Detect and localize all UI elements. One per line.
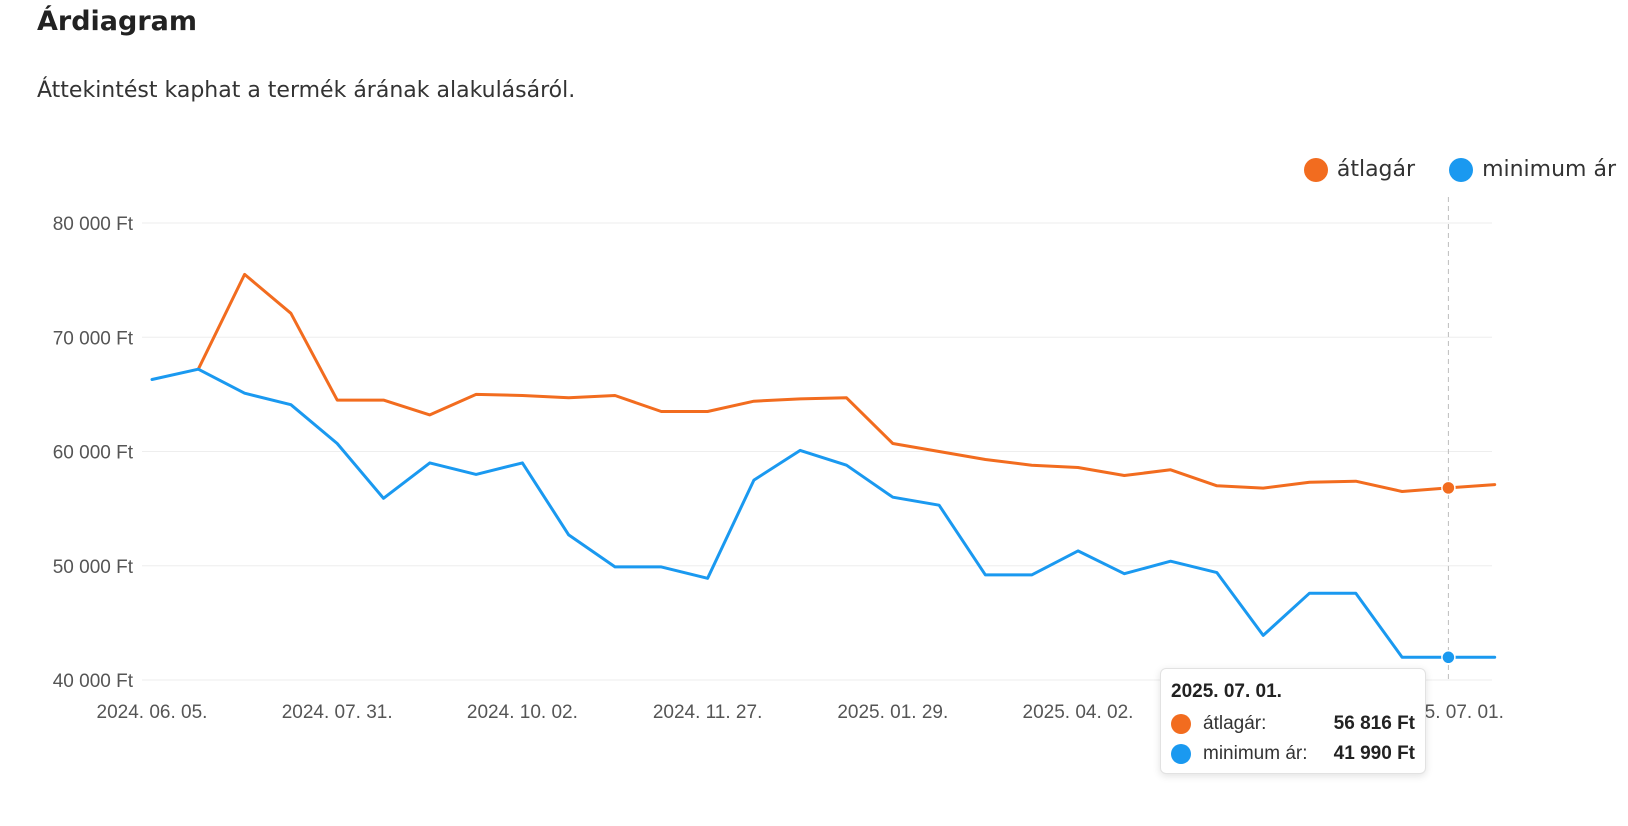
tooltip-dot-minimum-ar <box>1171 744 1191 764</box>
y-axis-ticks: 80 000 Ft 70 000 Ft 60 000 Ft 50 000 Ft 40 0… <box>53 214 134 692</box>
legend-item-minimum-ar[interactable]: minimum ár <box>1449 157 1616 182</box>
tooltip-date: 2025. 07. 01. <box>1171 681 1282 702</box>
chart-title: Árdiagram <box>37 6 198 37</box>
series-line-minimum-ar[interactable] <box>150 367 1497 659</box>
y-tick-label: 80 000 Ft <box>53 214 134 235</box>
x-tick-label: 2024. 11. 27. <box>653 702 763 723</box>
x-tick-label: 2024. 07. 31. <box>282 702 393 723</box>
y-tick-label: 60 000 Ft <box>53 443 134 464</box>
x-tick-label: 2025. 04. 02. <box>1023 702 1134 723</box>
tooltip-dot-atlagar <box>1171 714 1191 734</box>
tooltip-row-atlagar: átlagár: 56 816 Ft <box>1171 709 1415 739</box>
y-tick-label: 40 000 Ft <box>53 671 134 692</box>
tooltip-row-minimum-ar: minimum ár: 41 990 Ft <box>1171 739 1415 769</box>
y-tick-label: 70 000 Ft <box>53 328 134 349</box>
tooltip-label-minimum-ar: minimum ár: <box>1203 743 1308 764</box>
series-lines <box>150 272 1497 659</box>
legend: átlagár minimum ár <box>1303 157 1616 182</box>
legend-dot-minimum-ar <box>1449 157 1474 182</box>
tooltip-label-atlagar: átlagár: <box>1203 713 1267 734</box>
legend-label-minimum-ar: minimum ár <box>1482 157 1616 182</box>
legend-item-atlagar[interactable]: átlagár <box>1303 157 1416 182</box>
tooltip-value-atlagar: 56 816 Ft <box>1333 713 1415 734</box>
legend-dot-atlagar <box>1303 157 1328 182</box>
hover-point <box>1441 480 1456 496</box>
hover-markers <box>1441 480 1456 665</box>
chart-subtitle: Áttekintést kaphat a termék árának alaku… <box>37 78 576 103</box>
x-tick-label: 2024. 06. 05. <box>97 702 208 723</box>
tooltip-value-minimum-ar: 41 990 Ft <box>1333 743 1415 764</box>
x-tick-label: 2024. 10. 02. <box>467 702 578 723</box>
chart-tooltip: 2025. 07. 01. átlagár: 56 816 Ft minimum… <box>1160 668 1426 774</box>
series-line-atlagar[interactable] <box>196 272 1497 493</box>
y-tick-label: 50 000 Ft <box>53 557 134 578</box>
x-tick-label: 2025. 01. 29. <box>837 702 948 723</box>
hover-point <box>1441 650 1456 665</box>
legend-label-atlagar: átlagár <box>1336 157 1416 182</box>
